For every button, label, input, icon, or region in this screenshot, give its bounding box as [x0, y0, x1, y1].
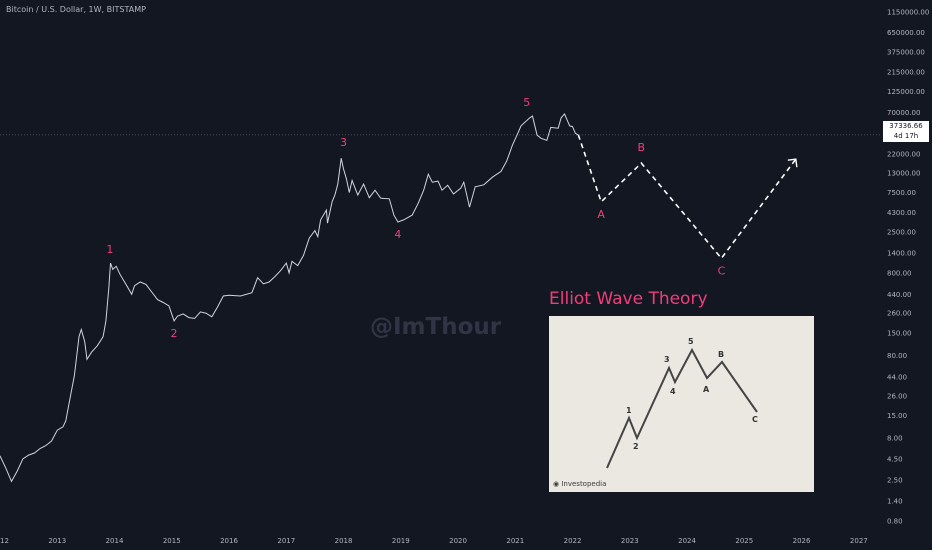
x-tick-label: 2027: [850, 537, 868, 545]
y-tick-label: 2500.00: [887, 228, 916, 236]
x-tick-label: 2012: [0, 537, 9, 545]
x-tick-label: 2014: [106, 537, 124, 545]
x-tick-label: 2024: [678, 537, 696, 545]
watermark: @ImThour: [370, 314, 502, 340]
symbol-header: Bitcoin / U.S. Dollar, 1W, BITSTAMP: [6, 5, 146, 14]
inset-label-5: 5: [688, 337, 694, 346]
wave-label-2: 2: [171, 327, 178, 340]
inset-label-4: 4: [670, 387, 676, 396]
x-tick-label: 2019: [392, 537, 410, 545]
wave-label-a: A: [597, 208, 605, 221]
x-tick-label: 2017: [277, 537, 295, 545]
wave-label-5: 5: [523, 96, 530, 109]
y-tick-label: 4300.00: [887, 209, 916, 217]
y-axis: 1150000.00 650000.00 375000.00 215000.00 125…: [887, 8, 929, 525]
inset-label-c: C: [752, 415, 758, 424]
wave-label-1: 1: [106, 243, 113, 256]
y-tick-label: 2.50: [887, 476, 903, 484]
y-tick-label: 800.00: [887, 269, 912, 277]
investopedia-logo: ◉ Investopedia: [553, 480, 606, 488]
y-tick-label: 7500.00: [887, 189, 916, 197]
elliott-wave-diagram-svg: 1 2 3 4 5 A B C: [606, 337, 758, 469]
x-tick-label: 2025: [735, 537, 753, 545]
wave-labels: 1 2 3 4 5 A B C: [106, 96, 725, 340]
x-tick-label: 2018: [335, 537, 353, 545]
x-tick-label: 2013: [48, 537, 66, 545]
inset-label-1: 1: [626, 406, 632, 415]
wave-label-3: 3: [340, 136, 347, 149]
y-tick-label: 44.00: [887, 373, 907, 381]
bar-countdown: 4d 17h: [893, 132, 919, 140]
current-price-value: 37336.66: [889, 122, 923, 130]
y-tick-label: 80.00: [887, 352, 907, 360]
inset-title: Elliot Wave Theory: [549, 289, 708, 309]
y-tick-label: 4.50: [887, 455, 903, 463]
y-tick-label: 125000.00: [887, 88, 925, 96]
y-tick-label: 0.80: [887, 517, 903, 525]
y-tick-label: 1150000.00: [887, 8, 929, 16]
inset-label-2: 2: [633, 442, 639, 451]
y-tick-label: 70000.00: [887, 109, 920, 117]
y-tick-label: 1.40: [887, 497, 903, 505]
x-tick-label: 2022: [564, 537, 582, 545]
wave-label-c: C: [718, 264, 726, 277]
y-tick-label: 440.00: [887, 291, 912, 299]
y-tick-label: 260.00: [887, 310, 912, 318]
price-series-line: [0, 112, 579, 483]
y-tick-label: 1400.00: [887, 249, 916, 257]
y-tick-label: 215000.00: [887, 69, 925, 77]
y-tick-label: 150.00: [887, 329, 912, 337]
y-tick-label: 375000.00: [887, 49, 925, 57]
wave-label-b: B: [637, 141, 645, 154]
x-tick-label: 2026: [793, 537, 811, 545]
inset-label-a: A: [703, 385, 710, 394]
x-tick-label: 2021: [506, 537, 524, 545]
x-tick-label: 2016: [220, 537, 238, 545]
projection-dashed-path: [577, 134, 797, 260]
y-tick-label: 13000.00: [887, 169, 920, 177]
elliott-wave-diagram: 1 2 3 4 5 A B C ◉ Investopedia: [549, 316, 814, 492]
x-tick-label: 2015: [163, 537, 181, 545]
x-axis: 2012 2013 2014 2015 2016 2017 2018 2019 2020 2021…: [0, 537, 868, 545]
y-tick-label: 650000.00: [887, 29, 925, 37]
inset-label-b: B: [718, 350, 724, 359]
x-tick-label: 2020: [449, 537, 467, 545]
current-price-badge: 37336.66 4d 17h: [883, 121, 929, 142]
investopedia-logo-icon: ◉: [553, 480, 560, 488]
y-tick-label: 26.00: [887, 392, 907, 400]
elliott-wave-line: [606, 347, 758, 469]
investopedia-logo-text: Investopedia: [561, 480, 607, 488]
x-tick-label: 2023: [621, 537, 639, 545]
wave-label-4: 4: [394, 228, 401, 241]
y-tick-label: 8.00: [887, 435, 903, 443]
projection-arrow-head: [787, 158, 798, 168]
y-tick-label: 22000.00: [887, 150, 920, 158]
inset-label-3: 3: [664, 355, 670, 364]
y-tick-label: 15.00: [887, 412, 907, 420]
